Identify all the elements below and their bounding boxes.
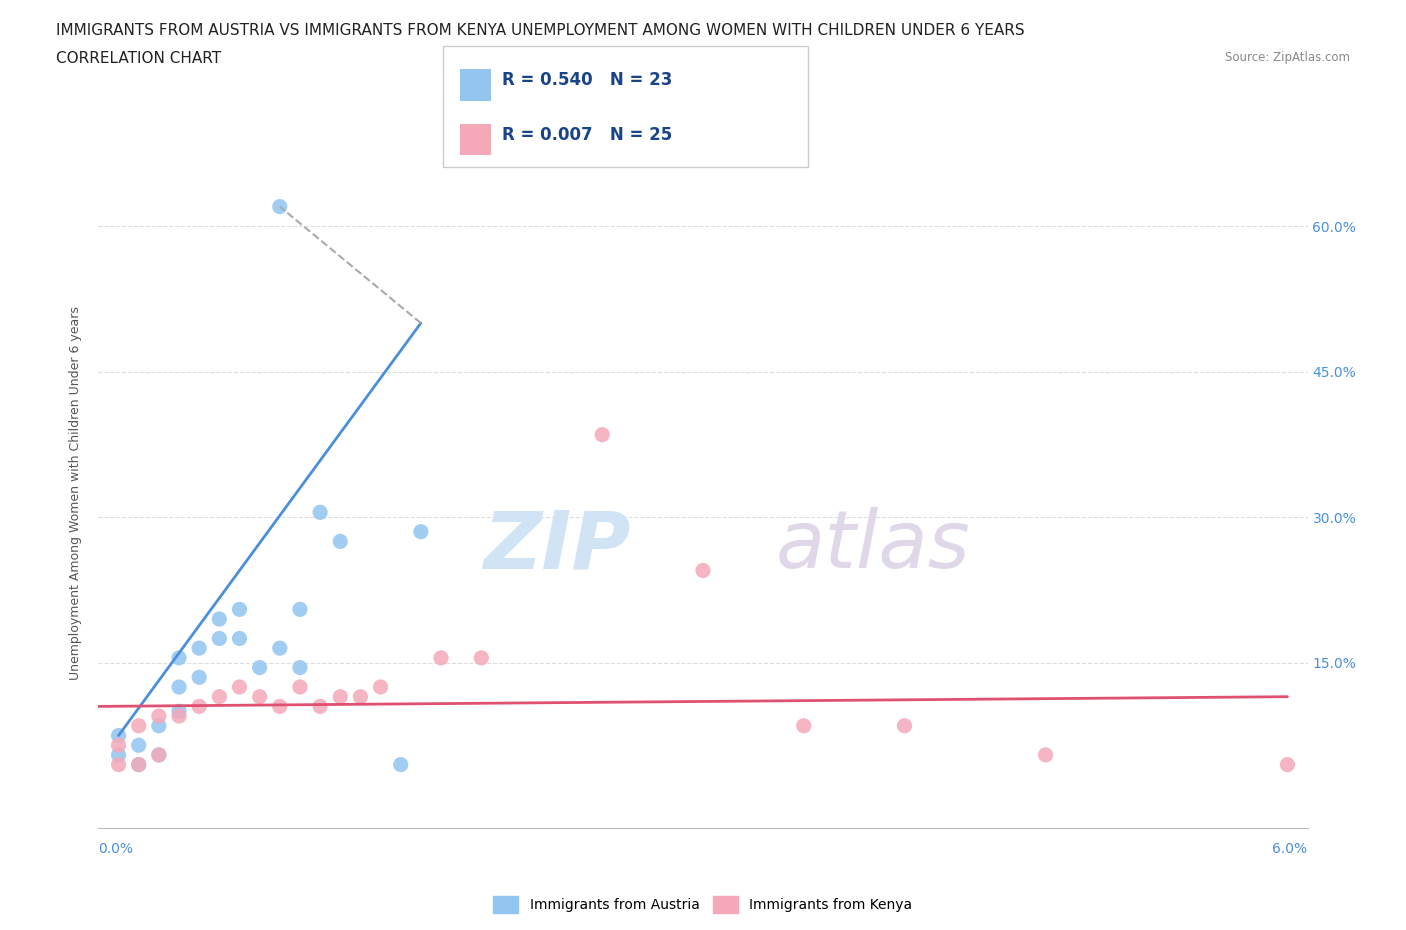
Text: 6.0%: 6.0% [1272,842,1308,856]
Point [188,670,211,684]
Point [430,650,453,665]
Point [128,757,150,772]
Point [228,680,250,695]
Point [269,641,291,656]
Text: ZIP: ZIP [484,508,630,586]
Text: R = 0.540   N = 23: R = 0.540 N = 23 [502,72,672,89]
Point [188,699,211,714]
Point [228,631,250,646]
Point [228,602,250,617]
Point [1277,757,1299,772]
Point [470,650,492,665]
Point [269,199,291,214]
Point [107,757,129,772]
Point [167,650,190,665]
Text: IMMIGRANTS FROM AUSTRIA VS IMMIGRANTS FROM KENYA UNEMPLOYMENT AMONG WOMEN WITH C: IMMIGRANTS FROM AUSTRIA VS IMMIGRANTS FR… [56,23,1025,38]
Point [148,709,170,724]
Point [269,699,291,714]
Point [349,689,371,704]
Point [288,680,311,695]
Text: R = 0.007   N = 25: R = 0.007 N = 25 [502,126,672,144]
Point [188,641,211,656]
Point [107,728,129,743]
Point [208,631,231,646]
Point [692,563,714,578]
Point [107,748,129,763]
Text: atlas: atlas [776,508,970,586]
Point [793,718,815,733]
Point [1035,748,1057,763]
Point [288,660,311,675]
Y-axis label: Unemployment Among Women with Children Under 6 years: Unemployment Among Women with Children U… [69,306,83,680]
Point [389,757,412,772]
Legend: Immigrants from Austria, Immigrants from Kenya: Immigrants from Austria, Immigrants from… [488,890,918,919]
Point [893,718,915,733]
Point [329,534,352,549]
Point [249,660,271,675]
Point [329,689,352,704]
Text: CORRELATION CHART: CORRELATION CHART [56,51,221,66]
Point [148,748,170,763]
Text: Source: ZipAtlas.com: Source: ZipAtlas.com [1225,51,1350,64]
Point [249,689,271,704]
Point [591,427,613,442]
Point [128,737,150,752]
Point [208,612,231,627]
Point [288,602,311,617]
Point [107,737,129,752]
Point [128,757,150,772]
Point [409,525,432,539]
Point [148,718,170,733]
Point [167,709,190,724]
Point [167,704,190,719]
Point [148,748,170,763]
Point [309,505,332,520]
Point [309,699,332,714]
Point [208,689,231,704]
Point [167,680,190,695]
Point [128,718,150,733]
Text: 0.0%: 0.0% [98,842,134,856]
Point [370,680,392,695]
